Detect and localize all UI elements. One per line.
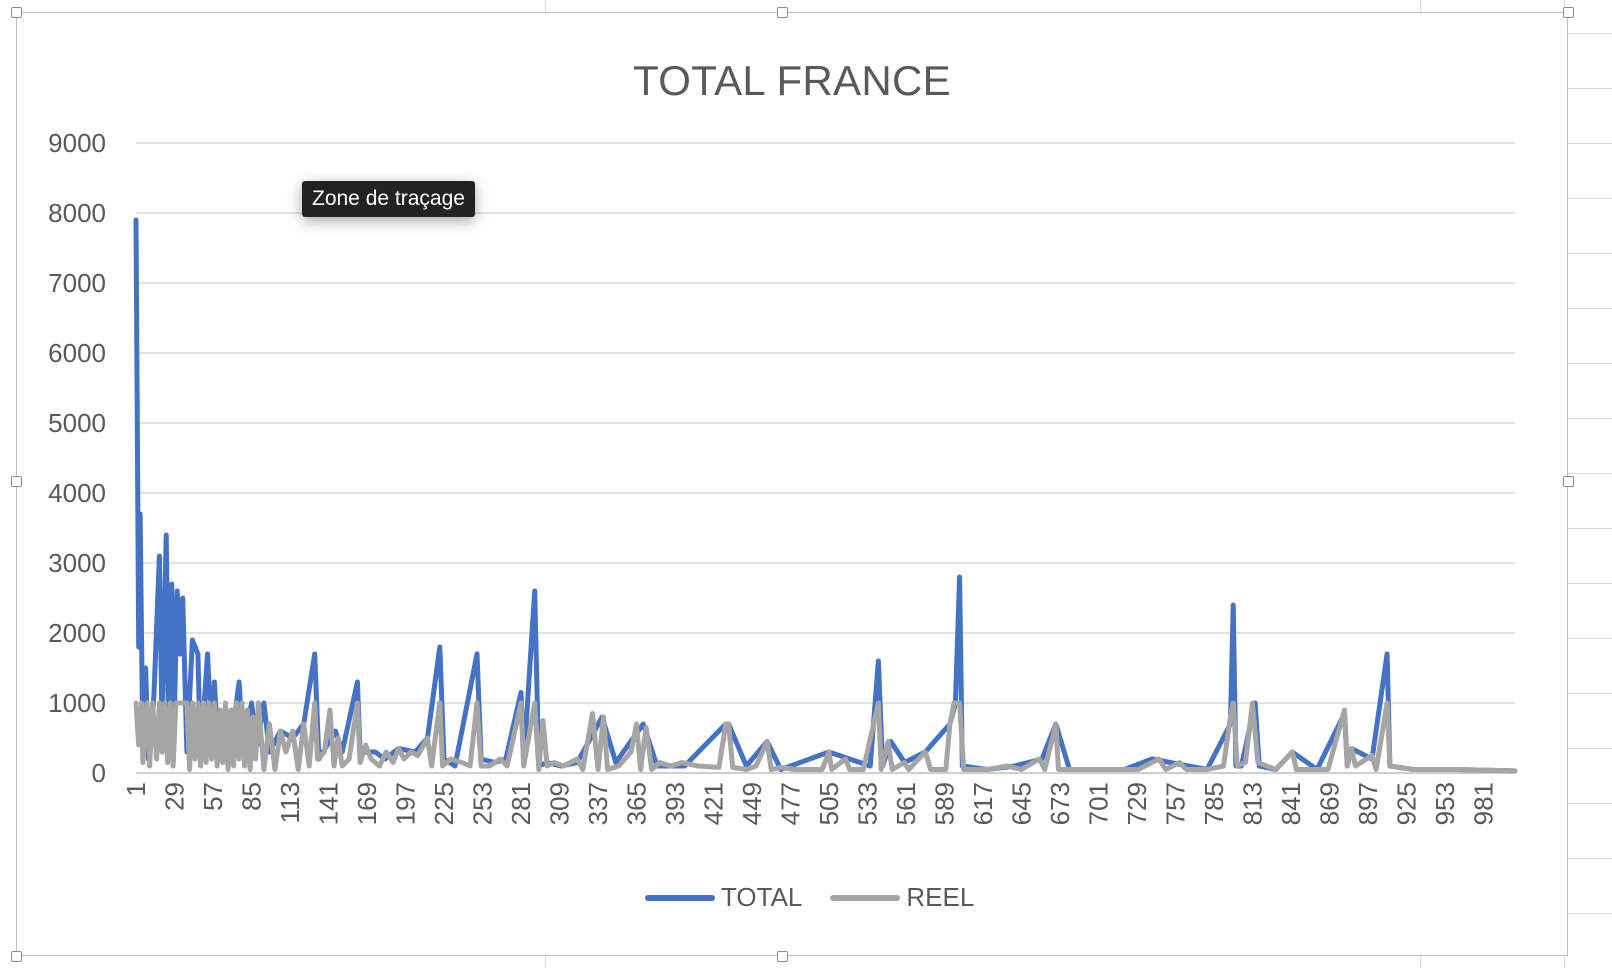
x-tick-label: 897 [1353, 782, 1383, 825]
x-tick-label: 281 [506, 782, 536, 825]
series-line-reel[interactable] [133, 700, 1518, 774]
sheet-row-gridline [1564, 583, 1612, 584]
resize-handle-top[interactable] [777, 7, 788, 18]
sheet-row-gridline [1564, 198, 1612, 199]
legend-swatch [645, 894, 715, 901]
x-tick-label: 309 [544, 782, 574, 825]
x-tick-label: 645 [1006, 782, 1036, 825]
resize-handle-right[interactable] [1563, 476, 1574, 487]
y-gridlines [136, 142, 1515, 774]
resize-handle-top-left[interactable] [11, 7, 22, 18]
x-tick-label: 701 [1083, 782, 1113, 825]
plot-area-tooltip: Zone de traçage [302, 181, 475, 217]
sheet-row-gridline [1564, 803, 1612, 804]
x-tick-label: 925 [1391, 782, 1421, 825]
x-tick-label: 365 [621, 782, 651, 825]
y-tick-label: 9000 [48, 128, 106, 158]
x-tick-label: 449 [737, 782, 767, 825]
x-tick-label: 589 [929, 782, 959, 825]
sheet-row-gridline [1564, 913, 1612, 914]
series-lines[interactable] [133, 217, 1518, 774]
x-tick-label: 785 [1199, 782, 1229, 825]
x-tick-label: 141 [313, 782, 343, 825]
sheet-row-gridline [1564, 143, 1612, 144]
x-axis-labels: 1 29 57 85 113 141 169 197 225 253 281 309 337 365 393… [121, 782, 1498, 825]
x-tick-label: 561 [891, 782, 921, 825]
x-tick-label: 953 [1430, 782, 1460, 825]
y-axis-labels: 0 1000 2000 3000 4000 5000 6000 7000 8000 9000 [48, 128, 106, 788]
chart-title[interactable]: TOTAL FRANCE [633, 57, 951, 104]
x-tick-label: 729 [1122, 782, 1152, 825]
chart-legend[interactable]: TOTAL REEL [645, 882, 1002, 913]
sheet-row-gridline [1564, 858, 1612, 859]
x-tick-label: 1 [121, 782, 151, 796]
x-tick-label: 29 [159, 782, 189, 811]
y-tick-label: 4000 [48, 478, 106, 508]
legend-label: TOTAL [721, 882, 803, 912]
x-tick-label: 253 [467, 782, 497, 825]
y-tick-label: 0 [92, 758, 106, 788]
y-tick-label: 2000 [48, 618, 106, 648]
resize-handle-bottom[interactable] [777, 951, 788, 962]
legend-item-total[interactable]: TOTAL [645, 882, 802, 913]
sheet-row-gridline [1564, 418, 1612, 419]
resize-handle-top-right[interactable] [1563, 7, 1574, 18]
x-tick-label: 169 [352, 782, 382, 825]
x-tick-label: 533 [852, 782, 882, 825]
x-tick-label: 673 [1045, 782, 1075, 825]
resize-handle-left[interactable] [11, 476, 22, 487]
y-tick-label: 5000 [48, 408, 106, 438]
legend-item-reel[interactable]: REEL [830, 882, 974, 913]
x-tick-label: 813 [1237, 782, 1267, 825]
y-tick-label: 6000 [48, 338, 106, 368]
series-line-total[interactable] [133, 217, 1518, 774]
x-tick-label: 757 [1160, 782, 1190, 825]
x-tick-label: 617 [968, 782, 998, 825]
y-tick-label: 1000 [48, 688, 106, 718]
x-tick-label: 337 [583, 782, 613, 825]
chart-area[interactable]: TOTAL FRANCE [16, 12, 1568, 956]
sheet-row-gridline [1564, 748, 1612, 749]
legend-swatch [830, 894, 901, 901]
sheet-row-gridline [1564, 638, 1612, 639]
x-tick-label: 869 [1314, 782, 1344, 825]
sheet-row-gridline [1564, 528, 1612, 529]
legend-label: REEL [906, 882, 975, 912]
y-tick-label: 3000 [48, 548, 106, 578]
sheet-row-gridline [1564, 308, 1612, 309]
sheet-row-gridline [1564, 363, 1612, 364]
sheet-row-gridline [1564, 88, 1612, 89]
x-tick-label: 981 [1468, 782, 1498, 825]
y-tick-label: 7000 [48, 268, 106, 298]
x-tick-label: 421 [698, 782, 728, 825]
sheet-row-gridline [1564, 693, 1612, 694]
x-tick-label: 477 [775, 782, 805, 825]
x-tick-label: 393 [660, 782, 690, 825]
x-tick-label: 197 [390, 782, 420, 825]
x-tick-label: 225 [429, 782, 459, 825]
sheet-row-gridline [1564, 33, 1612, 34]
x-tick-label: 113 [275, 782, 305, 823]
x-tick-label: 57 [198, 782, 228, 811]
sheet-row-gridline [1564, 473, 1612, 474]
sheet-row-gridline [1564, 253, 1612, 254]
x-tick-label: 85 [236, 782, 266, 811]
x-tick-label: 505 [814, 782, 844, 825]
x-tick-label: 841 [1276, 782, 1306, 825]
resize-handle-bottom-left[interactable] [11, 951, 22, 962]
y-tick-label: 8000 [48, 198, 106, 228]
